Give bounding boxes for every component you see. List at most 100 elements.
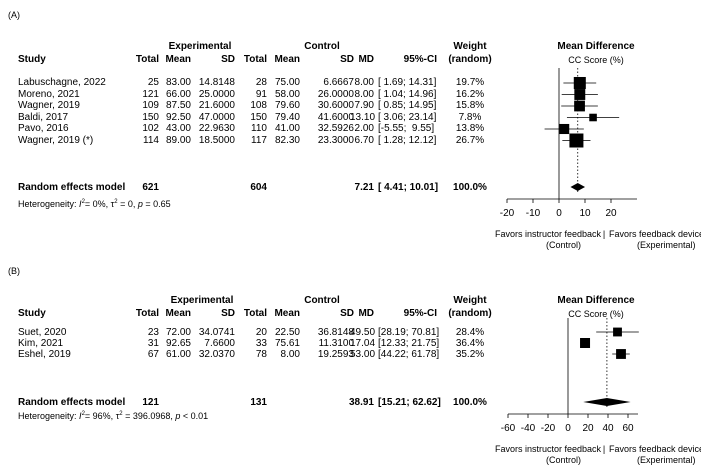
favors-separator: | [602,229,606,239]
cell-ci: [ 0.85; 14.95] [378,100,437,111]
weight-header: Weight [453,41,487,52]
cell-md: 17.04 [350,338,376,349]
effect-box [569,133,584,148]
md-header: MD [358,54,374,65]
plot-subtitle: CC Score (%) [568,55,624,65]
cell-c-total: 28 [255,77,267,88]
cell-c-mean: 75.00 [274,77,300,88]
cell-md: 7.90 [354,100,374,111]
c-sd-header: SD [340,54,354,65]
effect-box [559,123,570,135]
cell-c-total: 78 [255,349,267,360]
x-tick-label: 0 [556,208,562,219]
heterogeneity: Heterogeneity: I2= 96%, τ2 = 396.0968, p… [18,411,209,421]
cell-study: Pavo, 2016 [18,123,69,134]
cell-study: Eshel, 2019 [18,349,71,360]
summary-label: Random effects model [18,182,126,193]
cell-c-total: 91 [255,88,267,100]
e-mean-header: Mean [165,54,191,65]
cell-weight: 35.2% [455,349,485,360]
study-header: Study [18,54,46,65]
cell-c-total: 110 [251,123,267,134]
study-header: Study [18,308,46,319]
favors-left-sub: (Control) [546,455,582,465]
summary-e-total: 621 [142,182,159,193]
x-tick-label: 60 [622,423,634,434]
cell-ci: [ 1.04; 14.96] [378,88,437,100]
effect-box [589,113,597,122]
heterogeneity: Heterogeneity: I2= 0%, τ2 = 0, p = 0.65 [18,199,171,209]
summary-e-total: 121 [142,397,159,408]
cell-md: 6.70 [354,134,374,146]
panel-label: (B) [8,266,20,276]
summary-ci: [15.21; 62.62] [378,397,441,408]
summary-md: 7.21 [354,182,374,193]
cell-c-sd: 6.6667 [323,77,354,88]
favors-left: Favors instructor feedback [494,229,601,239]
cell-e-mean: 92.65 [165,338,191,349]
x-tick-label: 20 [582,423,594,434]
x-tick-label: -20 [500,208,515,219]
favors-left-sub: (Control) [546,240,582,250]
cell-study: Labuschagne, 2022 [18,77,106,88]
cell-weight: 19.7% [455,77,485,88]
cell-c-mean: 22.50 [274,327,300,338]
c-mean-header: Mean [274,308,300,319]
cell-c-sd: 19.2593 [317,349,354,360]
cell-md: 13.10 [350,111,376,123]
cell-c-total: 33 [255,338,267,349]
cell-e-mean: 43.00 [165,123,191,134]
plot-title: Mean Difference [557,41,635,52]
summary-md: 38.91 [348,397,374,408]
cell-c-sd: 30.6000 [317,100,354,111]
cell-weight: 26.7% [455,134,485,146]
c-sd-header: SD [340,308,354,319]
favors-right-sub: (Experimental) [637,455,696,465]
md-header: MD [358,308,374,319]
cell-md: 53.00 [350,349,376,360]
cell-e-total: 102 [142,123,159,134]
summary-c-total: 604 [250,182,267,193]
cell-c-sd: 41.6000 [317,111,354,123]
pooled-diamond [570,183,586,191]
cell-weight: 15.8% [455,100,485,111]
cell-e-total: 23 [147,327,159,338]
cell-ci: [28.19; 70.81] [378,327,440,338]
x-tick-label: -10 [526,208,541,219]
pooled-diamond [583,398,631,406]
cell-c-sd: 11.3100 [318,338,354,349]
plot-title: Mean Difference [557,295,635,306]
cell-c-total: 20 [255,327,267,338]
summary-weight: 100.0% [453,397,487,408]
cell-c-sd: 23.3000 [317,134,354,146]
cell-e-total: 121 [142,88,159,100]
cell-weight: 13.8% [455,123,485,134]
x-tick-label: 20 [605,208,617,219]
cell-e-sd: 18.5000 [198,134,235,146]
effect-box [573,76,586,90]
x-tick-label: -40 [521,423,536,434]
cell-c-sd: 32.5926 [317,123,354,134]
e-total-header: Total [135,308,159,319]
cell-e-total: 150 [142,111,159,123]
cell-weight: 16.2% [455,88,485,100]
x-tick-label: 0 [565,423,571,434]
cell-study: Wagner, 2019 [18,100,80,111]
c-mean-header: Mean [274,54,300,65]
cell-c-mean: 75.61 [274,338,300,349]
cell-e-sd: 7.6600 [204,338,235,349]
summary-c-total: 131 [250,397,267,408]
effect-box [613,327,622,337]
cell-ci: [12.33; 21.75] [378,338,440,349]
e-total-header: Total [135,54,159,65]
c-total-header: Total [243,54,267,65]
cell-weight: 7.8% [458,111,482,123]
panel-label: (A) [8,10,20,20]
cell-c-mean: 58.00 [274,88,300,100]
favors-left: Favors instructor feedback [494,444,601,454]
cell-ci: [ 1.28; 12.12] [378,134,437,146]
weight-sub-header: (random) [448,308,492,319]
favors-separator: | [602,444,606,454]
cell-e-total: 67 [147,349,159,360]
summary-weight: 100.0% [453,182,487,193]
